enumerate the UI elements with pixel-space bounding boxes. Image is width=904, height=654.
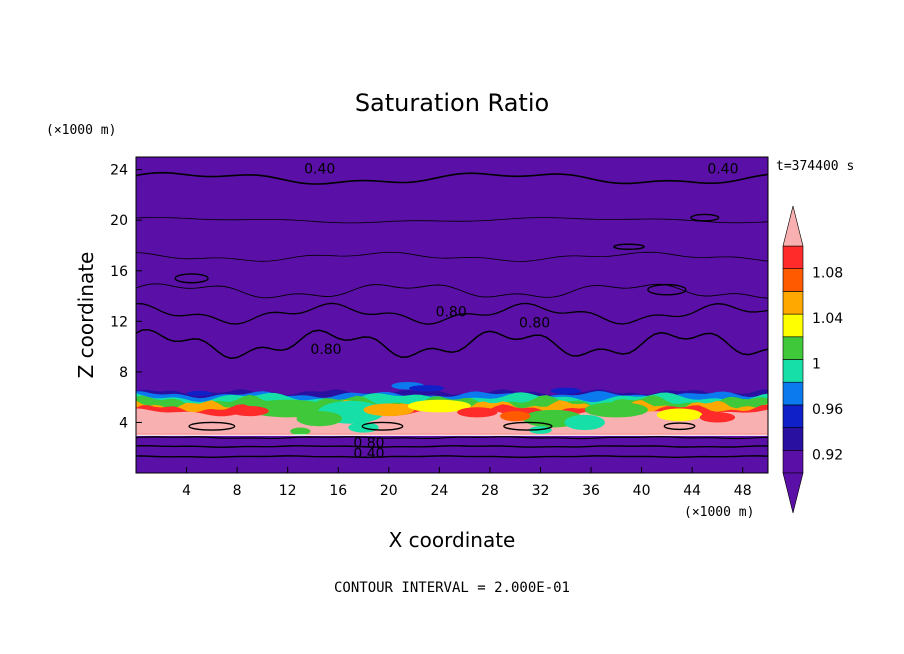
colorbar-lower-extend: [782, 472, 804, 514]
contour-loop: [663, 422, 696, 431]
colorbar-tick-label: 1.08: [812, 266, 843, 282]
x-tick-label: 12: [279, 483, 297, 499]
contour-loop: [188, 421, 236, 431]
x-tick-label: 48: [734, 483, 752, 499]
turbulent-patch: [564, 414, 605, 431]
turbulent-patch: [407, 399, 471, 413]
colorbar-bin: [782, 404, 804, 428]
colorbar-tick-label: 1: [812, 357, 821, 373]
contour-label: 0.80: [436, 304, 467, 320]
contour-20km: [136, 217, 768, 224]
saturation-layers: [136, 381, 768, 436]
colorbar-bin: [782, 291, 804, 315]
turbulent-patch: [699, 412, 736, 423]
colorbar-bin: [782, 313, 804, 338]
y-tick-label: 16: [110, 264, 128, 280]
x-tick-label: 24: [430, 483, 448, 499]
turbulent-patch: [656, 408, 703, 422]
colorbar-bin: [782, 449, 804, 474]
contour-mid-0.80: [136, 302, 768, 325]
x-axis-unit: (×1000 m): [684, 505, 754, 520]
x-tick-label: 4: [182, 483, 191, 499]
turbulent-patch: [457, 407, 498, 418]
turbulent-patch: [230, 405, 269, 417]
contour-loop: [690, 213, 720, 222]
contour-label: 0.40: [707, 161, 738, 177]
contour-loop: [361, 421, 404, 431]
contour-label: 0.80: [519, 316, 550, 332]
colorbar-tick-label: 0.92: [812, 447, 843, 463]
contour-label: 0.80: [310, 342, 341, 358]
y-tick-label: 8: [119, 365, 128, 381]
colorbar-bin: [782, 359, 804, 383]
plot-frame: [135, 156, 769, 474]
turbulent-patch: [409, 385, 445, 392]
contour-17km: [136, 251, 768, 262]
contour-loop: [503, 421, 553, 431]
chart-title: Saturation Ratio: [355, 89, 549, 117]
y-tick-label: 24: [110, 163, 128, 179]
x-axis-label: X coordinate: [389, 528, 516, 552]
contour-label: 0.80: [353, 436, 384, 452]
time-label: t=374400 s: [776, 159, 854, 174]
x-tick-label: 40: [633, 483, 651, 499]
contour-loop: [647, 283, 687, 296]
x-tick-label: 16: [329, 483, 347, 499]
turbulent-patch: [500, 411, 531, 422]
colorbar-bin: [782, 427, 804, 451]
colorbar-upper-extend: [782, 205, 804, 247]
x-tick-label: 32: [532, 483, 550, 499]
colorbar-bin: [782, 336, 804, 360]
contour-loop: [174, 273, 209, 284]
x-tick-label: 8: [233, 483, 242, 499]
plot-area: 0.40 0.400.800.800.800.800.40: [136, 157, 768, 473]
y-tick-label: 20: [110, 213, 128, 229]
contour-labels: 0.40 0.400.800.800.800.800.40: [304, 161, 738, 461]
contour-2.8km: [136, 436, 768, 440]
turbulent-patch: [584, 402, 648, 418]
x-tick-label: 20: [380, 483, 398, 499]
x-axis: 4 8 12 16 20 24 28 32 36 40 44 48: [182, 467, 752, 499]
contour-lower-0.80: [136, 328, 768, 360]
colorbar-bin: [782, 245, 804, 270]
contour-top-0.40: [136, 171, 768, 185]
y-axis-unit: (×1000 m): [46, 123, 116, 138]
turbulent-patch: [363, 403, 415, 417]
y-tick-label: 4: [119, 415, 128, 431]
y-axis-label: Z coordinate: [74, 252, 98, 379]
contour-bottom-0.40: [136, 455, 768, 459]
turbulent-patch: [550, 387, 581, 395]
turbulent-patch: [290, 427, 311, 436]
y-axis: 4 8 12 16 20 24: [110, 163, 142, 431]
x-tick-label: 36: [582, 483, 600, 499]
colorbar-tick-label: 1.04: [812, 311, 843, 327]
contour-label: 0.40: [353, 446, 384, 462]
colorbar-bin: [782, 268, 804, 292]
x-tick-label: 28: [481, 483, 499, 499]
contour-loop: [613, 243, 645, 250]
turbulent-patch: [186, 390, 212, 396]
colorbar-bin: [782, 381, 804, 406]
contour-label: 0.40: [304, 161, 335, 177]
colorbar-tick-label: 0.96: [812, 402, 843, 418]
contour-bottom-0.80: [136, 444, 768, 448]
x-tick-label: 44: [683, 483, 701, 499]
turbulent-patch: [296, 411, 343, 427]
contour-interval-footer: CONTOUR INTERVAL = 2.000E-01: [334, 580, 570, 596]
contour-lines: [136, 171, 768, 459]
colorbar: 0.92 0.96 1 1.04 1.08: [782, 205, 843, 514]
y-tick-label: 12: [110, 314, 128, 330]
